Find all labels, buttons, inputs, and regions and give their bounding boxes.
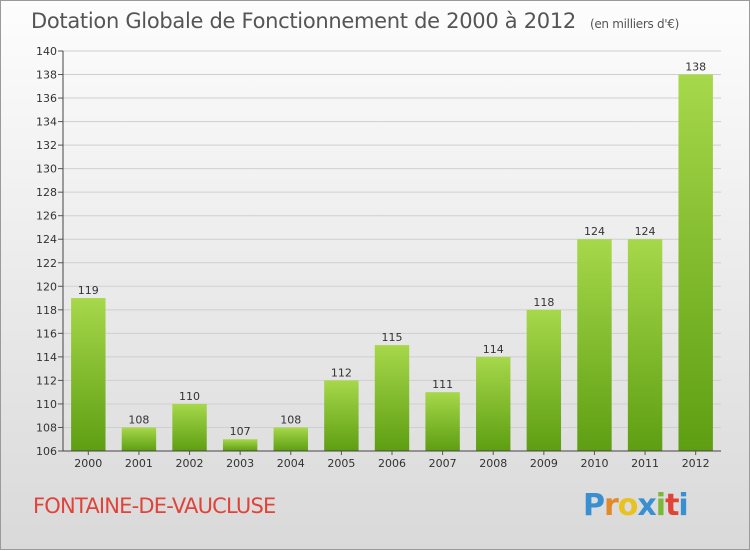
x-tick-label: 2007 [429,457,457,470]
data-label: 110 [179,390,200,403]
x-tick-label: 2010 [580,457,608,470]
bar [374,345,410,451]
y-tick-label: 124 [36,233,57,246]
data-label: 138 [685,61,706,74]
x-tick-label: 2011 [631,457,659,470]
bar [476,356,511,451]
bar [222,439,258,451]
data-label: 112 [331,366,352,379]
bar [71,298,106,451]
x-tick-label: 2012 [682,457,710,470]
chart-title: Dotation Globale de Fonctionnement de 20… [31,9,679,33]
x-tick-label: 2001 [125,457,153,470]
x-tick-label: 2005 [327,457,355,470]
y-tick-label: 116 [36,327,57,340]
y-tick-label: 126 [36,210,57,223]
data-label: 107 [230,425,251,438]
bar [627,239,663,451]
commune-name: FONTAINE-DE-VAUCLUSE [33,494,276,518]
y-tick-label: 106 [36,445,57,458]
y-tick-label: 108 [36,421,57,434]
bar [324,380,359,451]
logo-letter: P [583,488,605,523]
bar [577,239,612,451]
x-tick-label: 2000 [74,457,102,470]
y-tick-label: 138 [36,69,57,82]
data-label: 114 [483,343,504,356]
logo-letter: i [678,488,688,523]
y-tick-label: 122 [36,257,57,270]
data-label: 124 [584,225,605,238]
data-label: 108 [128,413,149,426]
data-label: 118 [533,296,554,309]
logo-letter: o [617,488,639,523]
y-tick-label: 136 [36,92,57,105]
bar [526,309,562,451]
y-tick-label: 114 [36,351,57,364]
y-tick-label: 140 [36,45,57,58]
y-tick-label: 118 [36,304,57,317]
y-tick-label: 130 [36,163,57,176]
logo-letter: t [665,488,679,523]
y-tick-label: 120 [36,280,57,293]
data-label: 111 [432,378,453,391]
logo-letter: r [604,488,619,523]
bar [172,403,207,451]
y-tick-label: 128 [36,186,57,199]
y-tick-label: 110 [36,398,57,411]
y-tick-label: 134 [36,116,57,129]
x-tick-label: 2004 [277,457,305,470]
x-tick-label: 2009 [530,457,558,470]
bar [678,74,713,451]
logo-letter: i [655,488,666,523]
x-tick-label: 2003 [226,457,254,470]
bar [425,392,460,451]
bar [273,427,308,451]
bar [121,427,157,451]
y-tick-label: 132 [36,139,57,152]
x-tick-label: 2006 [378,457,406,470]
data-label: 124 [635,225,656,238]
data-label: 115 [382,331,403,344]
unit-note: (en milliers d'€) [589,17,679,31]
data-label: 119 [78,284,99,297]
data-label: 108 [280,413,301,426]
x-tick-label: 2008 [479,457,507,470]
y-tick-label: 112 [36,374,57,387]
logo-letter: x [637,488,656,523]
proxiti-logo: Proxiti [583,488,689,523]
x-tick-label: 2002 [176,457,204,470]
